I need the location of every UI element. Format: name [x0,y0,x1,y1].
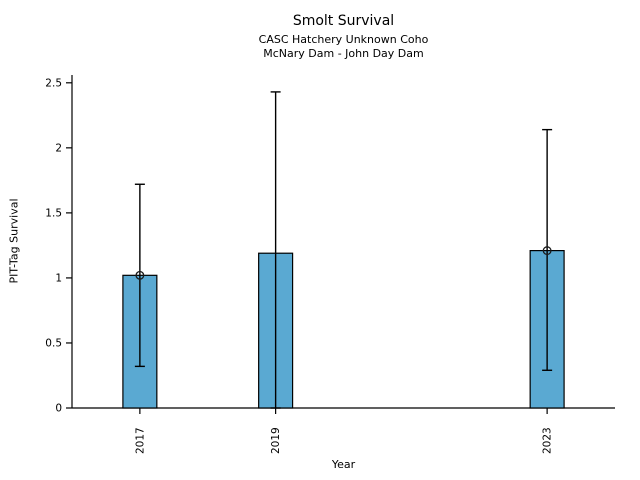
x-tick-label: 2023 [542,427,554,454]
y-tick-label: 1.5 [45,207,62,219]
y-tick-label: 1 [55,272,62,284]
chart-subtitle-line1: CASC Hatchery Unknown Coho [258,33,429,46]
x-tick-label: 2019 [270,427,282,454]
chart-title: Smolt Survival [292,13,395,29]
chart-subtitle-line2: McNary Dam - John Day Dam [263,47,424,60]
y-tick-label: 0 [55,403,62,415]
y-tick-label: 2 [55,142,62,154]
x-tick-label: 2017 [134,427,146,454]
x-axis-label: Year [331,458,356,471]
y-tick-label: 2.5 [45,77,62,89]
y-tick-label: 0.5 [45,337,62,349]
point-marker [542,246,552,256]
point-marker [135,270,145,280]
